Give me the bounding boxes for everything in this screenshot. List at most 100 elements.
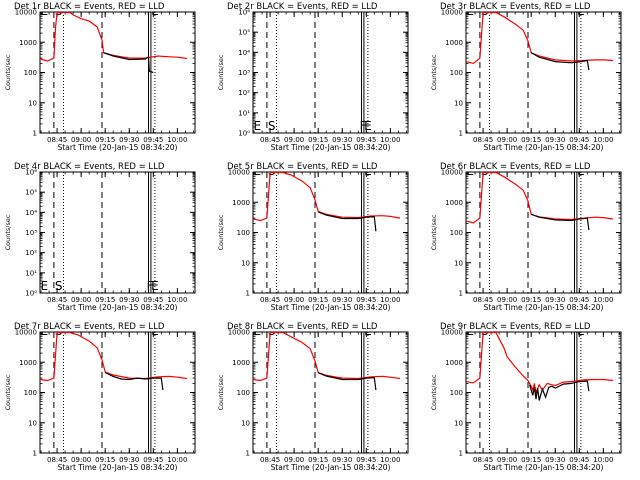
events-series-line — [530, 52, 590, 71]
marker-letter: E — [253, 119, 261, 133]
panel-det-6: Det 6r BLACK = Events, RED = LLD 1 10 100 10… — [430, 162, 622, 312]
x-axis-label: Start Time (20-Jan-15 08:34:20) — [484, 143, 604, 152]
y-tick-label: 10 — [241, 259, 250, 267]
x-tick-label: 10:00 — [593, 456, 613, 464]
y-tick-label: 10² — [25, 249, 37, 257]
y-axis-label: Counts/sec — [4, 214, 12, 250]
marker-letter: E — [364, 164, 372, 178]
y-axis-label: Counts/sec — [430, 54, 438, 90]
x-tick-label: 09:00 — [497, 456, 517, 464]
marker-letter: S — [481, 324, 489, 338]
y-tick-label: 10000 — [228, 169, 250, 177]
events-series-line — [529, 380, 590, 401]
x-tick-label: 09:15 — [308, 136, 328, 144]
y-tick-label: 10⁵ — [25, 189, 37, 197]
lld-series-line — [466, 332, 614, 395]
x-tick-label: 08:45 — [47, 296, 67, 304]
y-tick-label: 1000 — [19, 39, 37, 47]
lld-series-line — [466, 12, 614, 65]
x-tick-label: 10:00 — [380, 136, 400, 144]
y-axis-label: Counts/sec — [217, 214, 225, 250]
x-axis-label: Start Time (20-Jan-15 08:34:20) — [484, 463, 604, 472]
x-tick-label: 09:30 — [119, 136, 139, 144]
marker-letter: E — [253, 164, 261, 178]
x-tick-label: 09:15 — [95, 456, 115, 464]
y-tick-label: 10⁶ — [25, 169, 37, 177]
marker-letter: F — [573, 164, 580, 178]
panel-title: Det 9r BLACK = Events, RED = LLD — [440, 322, 591, 332]
y-tick-label: 10 — [28, 419, 37, 427]
y-tick-label: 100 — [450, 389, 463, 397]
y-tick-label: 10¹ — [25, 269, 37, 277]
x-tick-label: 10:00 — [380, 296, 400, 304]
y-axis-label: Counts/sec — [217, 374, 225, 410]
panel-det-1: Det 1r BLACK = Events, RED = LLD 1 10 100 10… — [4, 2, 196, 152]
y-tick-label: 10000 — [228, 329, 250, 337]
marker-letter: F — [147, 324, 154, 338]
events-series-line — [530, 213, 590, 231]
marker-letter: E — [466, 324, 474, 338]
y-tick-label: 10 — [241, 419, 250, 427]
y-tick-label: 10⁵ — [238, 29, 250, 37]
x-tick-label: 08:45 — [260, 456, 280, 464]
y-tick-label: 1000 — [445, 199, 463, 207]
marker-letter: E — [577, 4, 585, 18]
events-series-line — [317, 211, 377, 232]
panel-det-4: Det 4r BLACK = Events, RED = LLD 10⁰ 10¹ 10… — [4, 162, 196, 312]
x-tick-label: 09:45 — [356, 456, 376, 464]
x-tick-label: 08:45 — [47, 136, 67, 144]
panel-det-5: Det 5r BLACK = Events, RED = LLD 1 10 100 10… — [217, 162, 409, 312]
y-tick-label: 1000 — [232, 359, 250, 367]
y-tick-label: 100 — [450, 229, 463, 237]
events-series-line — [103, 52, 154, 74]
x-tick-label: 09:00 — [284, 136, 304, 144]
y-tick-label: 10000 — [15, 9, 37, 17]
y-tick-label: 10¹ — [238, 109, 250, 117]
marker-letter: S — [55, 4, 63, 18]
x-axis-label: Start Time (20-Jan-15 08:34:20) — [271, 303, 391, 312]
panel-det-7: Det 7r BLACK = Events, RED = LLD 1 10 100 10… — [4, 322, 196, 472]
marker-letter: F — [360, 119, 367, 133]
x-tick-label: 08:45 — [260, 296, 280, 304]
x-tick-label: 09:30 — [332, 456, 352, 464]
x-tick-label: 09:00 — [71, 456, 91, 464]
lld-series-line — [253, 172, 401, 222]
y-tick-label: 1000 — [445, 39, 463, 47]
x-axis-label: Start Time (20-Jan-15 08:34:20) — [58, 463, 178, 472]
panel-title: Det 2r BLACK = Events, RED = LLD — [227, 2, 378, 12]
x-axis-label: Start Time (20-Jan-15 08:34:20) — [271, 143, 391, 152]
x-tick-label: 09:30 — [545, 136, 565, 144]
x-tick-label: 09:00 — [284, 456, 304, 464]
x-tick-label: 10:00 — [593, 136, 613, 144]
x-axis-label: Start Time (20-Jan-15 08:34:20) — [58, 143, 178, 152]
y-tick-label: 1 — [459, 130, 463, 138]
x-tick-label: 09:30 — [545, 456, 565, 464]
y-tick-label: 10⁰ — [25, 290, 37, 298]
y-tick-label: 10³ — [25, 229, 37, 237]
x-tick-label: 10:00 — [380, 456, 400, 464]
y-tick-label: 1 — [33, 450, 37, 458]
y-tick-label: 1 — [459, 290, 463, 298]
y-tick-label: 10² — [238, 89, 250, 97]
y-tick-label: 10 — [28, 99, 37, 107]
marker-letter: E — [151, 279, 159, 293]
x-tick-label: 09:45 — [569, 456, 589, 464]
marker-letter: S — [55, 279, 63, 293]
panel-title: Det 6r BLACK = Events, RED = LLD — [440, 162, 591, 172]
y-tick-label: 1 — [33, 130, 37, 138]
y-tick-label: 10⁰ — [238, 130, 250, 138]
y-tick-label: 10000 — [441, 9, 463, 17]
lld-series-line — [466, 172, 614, 224]
x-tick-label: 09:00 — [71, 136, 91, 144]
x-tick-label: 08:45 — [260, 136, 280, 144]
x-axis-label: Start Time (20-Jan-15 08:34:20) — [484, 303, 604, 312]
x-tick-label: 08:45 — [473, 456, 493, 464]
x-tick-label: 09:45 — [569, 136, 589, 144]
x-tick-label: 09:45 — [356, 136, 376, 144]
y-axis-label: Counts/sec — [4, 54, 12, 90]
x-tick-label: 10:00 — [167, 136, 187, 144]
y-axis-label: Counts/sec — [430, 214, 438, 250]
marker-letter: S — [55, 324, 63, 338]
y-tick-label: 100 — [237, 389, 250, 397]
